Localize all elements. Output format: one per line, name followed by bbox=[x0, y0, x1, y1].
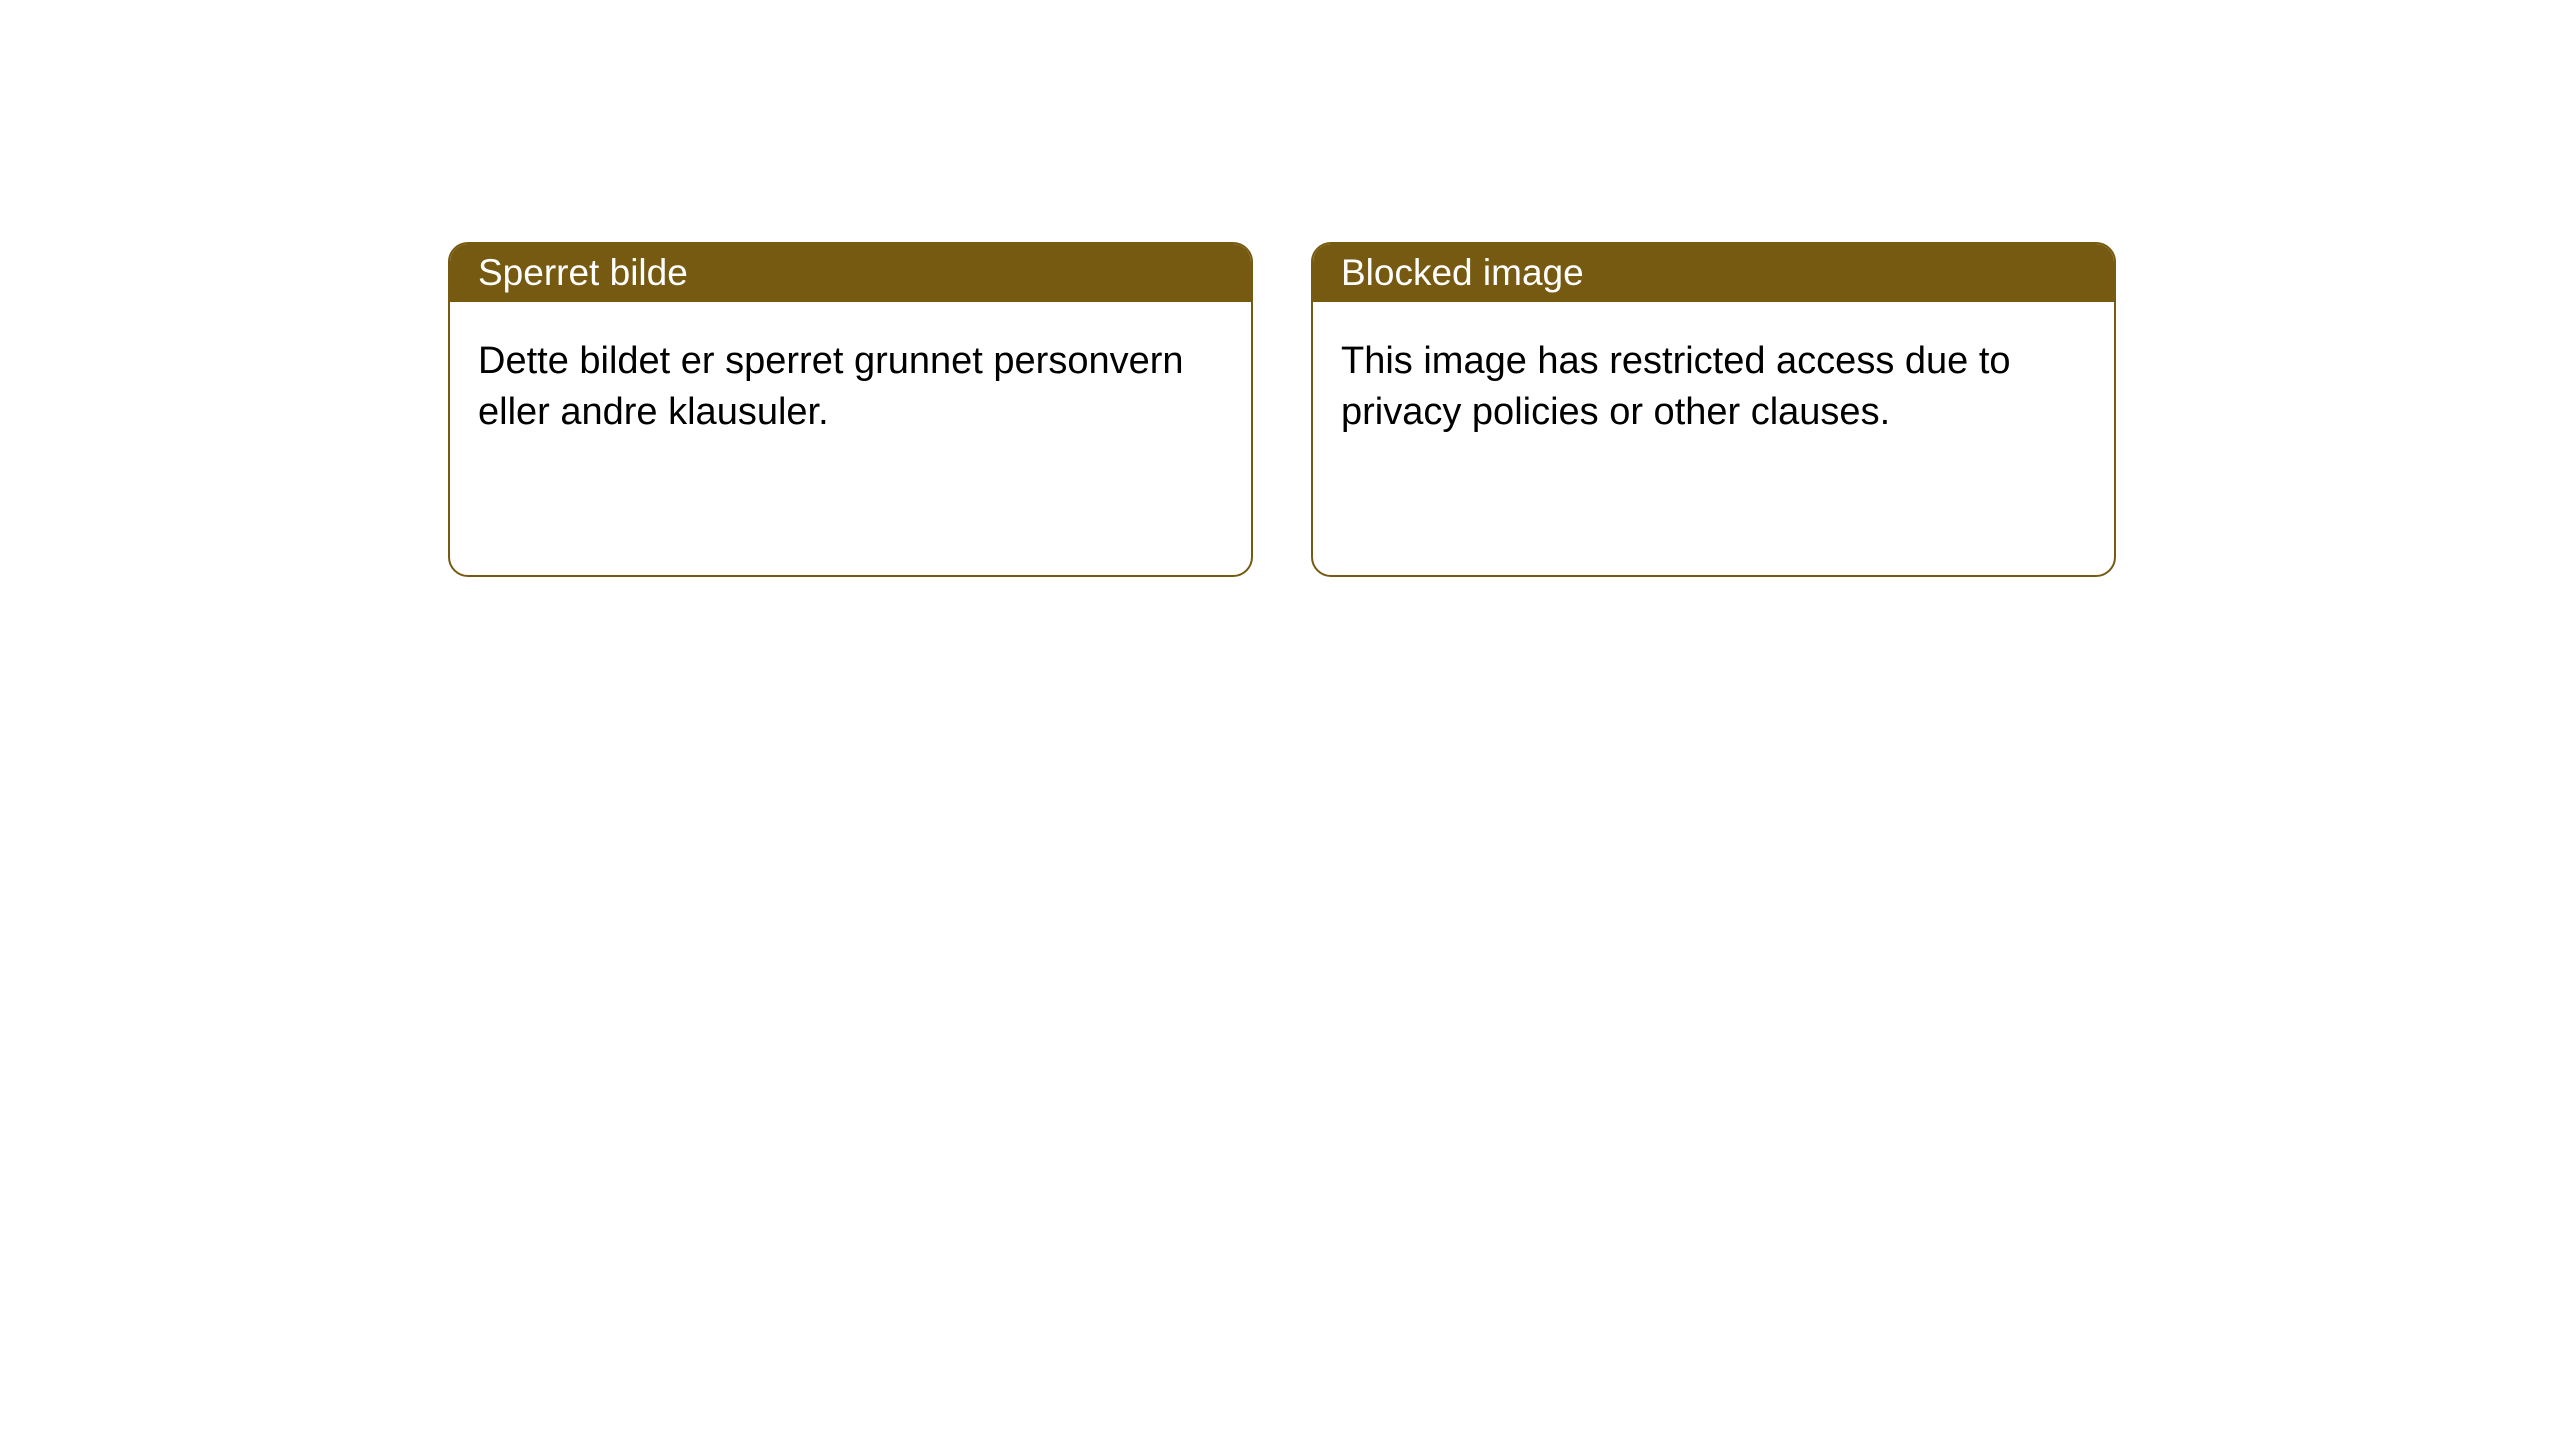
notice-body-english: This image has restricted access due to … bbox=[1313, 302, 2114, 473]
notice-text-norwegian: Dette bildet er sperret grunnet personve… bbox=[478, 340, 1184, 433]
notice-body-norwegian: Dette bildet er sperret grunnet personve… bbox=[450, 302, 1251, 473]
notice-title-norwegian: Sperret bilde bbox=[478, 252, 688, 294]
notice-card-english: Blocked image This image has restricted … bbox=[1311, 242, 2116, 577]
notice-title-english: Blocked image bbox=[1341, 252, 1584, 294]
notice-card-norwegian: Sperret bilde Dette bildet er sperret gr… bbox=[448, 242, 1253, 577]
notice-header-norwegian: Sperret bilde bbox=[450, 244, 1251, 302]
notice-text-english: This image has restricted access due to … bbox=[1341, 340, 2011, 433]
notice-header-english: Blocked image bbox=[1313, 244, 2114, 302]
notice-container: Sperret bilde Dette bildet er sperret gr… bbox=[448, 242, 2116, 577]
